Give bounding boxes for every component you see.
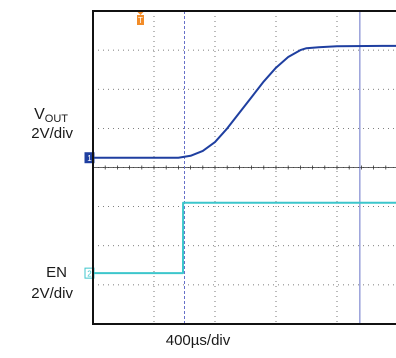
trigger-marker-box <box>137 15 144 25</box>
graticule <box>92 11 396 324</box>
traces <box>93 44 396 275</box>
vout-label-main: V <box>34 106 45 123</box>
trace-vout <box>93 44 396 159</box>
trigger-marker-arrow <box>137 12 144 15</box>
channel-1-marker-label: 1 <box>87 154 92 163</box>
vout-channel-label: VOUT <box>34 107 68 125</box>
cursor-lines <box>184 11 361 324</box>
channel-2-marker-label: 2 <box>87 270 92 279</box>
vout-scale-label: 2V/div <box>31 125 73 142</box>
time-scale-label: 400µs/div <box>165 332 231 349</box>
trace-en <box>93 201 396 275</box>
trigger-marker: T <box>137 12 144 25</box>
en-scale-label: 2V/div <box>31 285 73 302</box>
vout-label-sub: OUT <box>44 113 68 125</box>
en-channel-label: EN <box>46 264 67 281</box>
trigger-marker-label: T <box>138 16 143 25</box>
plot-frame <box>92 10 396 325</box>
